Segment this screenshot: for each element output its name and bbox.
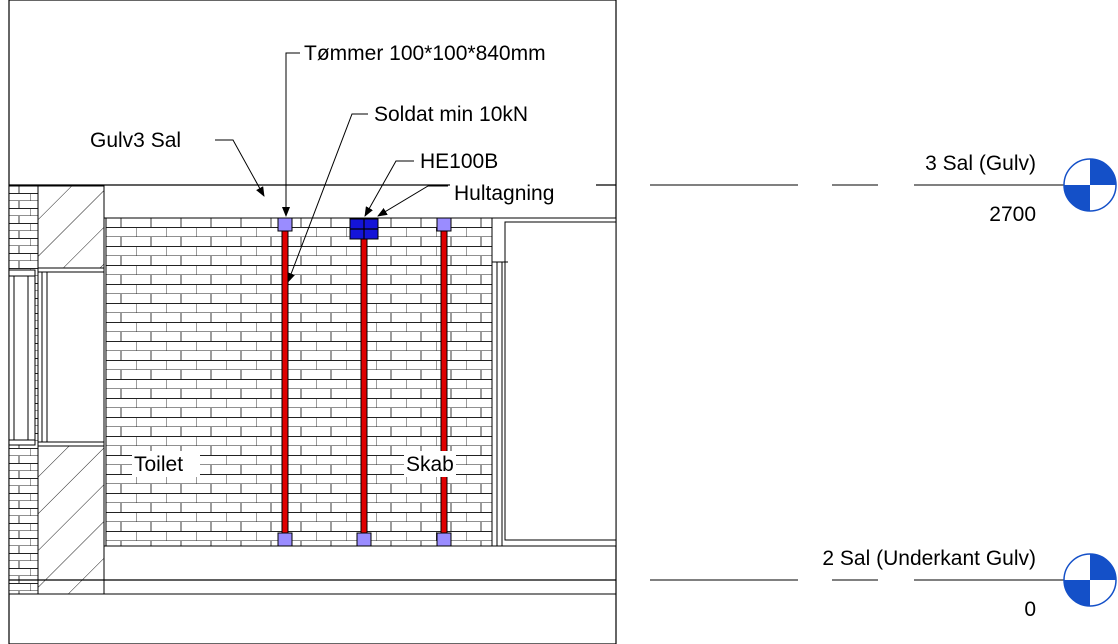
- he100b-beam: [349, 218, 379, 240]
- notch-label-bg: [450, 179, 596, 209]
- prop-right: [440, 227, 448, 539]
- timber-leader: [282, 52, 300, 217]
- beam-label: HE100B: [420, 150, 498, 173]
- right-door: [504, 221, 617, 541]
- soldier-leader: [287, 113, 368, 283]
- room-label-toilet: Toilet: [134, 453, 183, 476]
- notch-leader: [377, 185, 448, 217]
- level-name-3-sal: 3 Sal (Gulv): [925, 152, 1036, 175]
- toilet-label-bg: [132, 451, 200, 477]
- bearing-top-left: [277, 217, 293, 232]
- notch-label: Hultagning: [454, 182, 554, 205]
- left-door-opening: [8, 269, 36, 446]
- soldier-label: Soldat min 10kN: [374, 103, 528, 126]
- level-elevation-2-sal: 0: [1024, 598, 1036, 621]
- level-elevation-3-sal: 2700: [989, 203, 1036, 226]
- brick-wall: [105, 217, 493, 547]
- floor-leader: [215, 139, 265, 197]
- beam-leader: [364, 160, 414, 217]
- timber-label: Tømmer 100*100*840mm: [304, 42, 546, 65]
- level-marker-icon[interactable]: [1063, 553, 1117, 607]
- cabinet-label-bg: [404, 451, 456, 477]
- bearing-bottom-right: [436, 532, 452, 547]
- level-marker-icon[interactable]: [1063, 158, 1117, 212]
- wall-opening: [37, 267, 105, 447]
- bearing-bottom-left: [277, 532, 293, 547]
- level-name-2-sal: 2 Sal (Underkant Gulv): [822, 547, 1036, 570]
- prop-left: [281, 227, 289, 539]
- bearing-bottom-middle: [356, 532, 372, 547]
- prop-middle: [360, 237, 368, 539]
- bearing-top-right: [436, 217, 452, 232]
- room-label-cabinet: Skab: [406, 453, 454, 476]
- floor-label: Gulv3 Sal: [90, 129, 181, 152]
